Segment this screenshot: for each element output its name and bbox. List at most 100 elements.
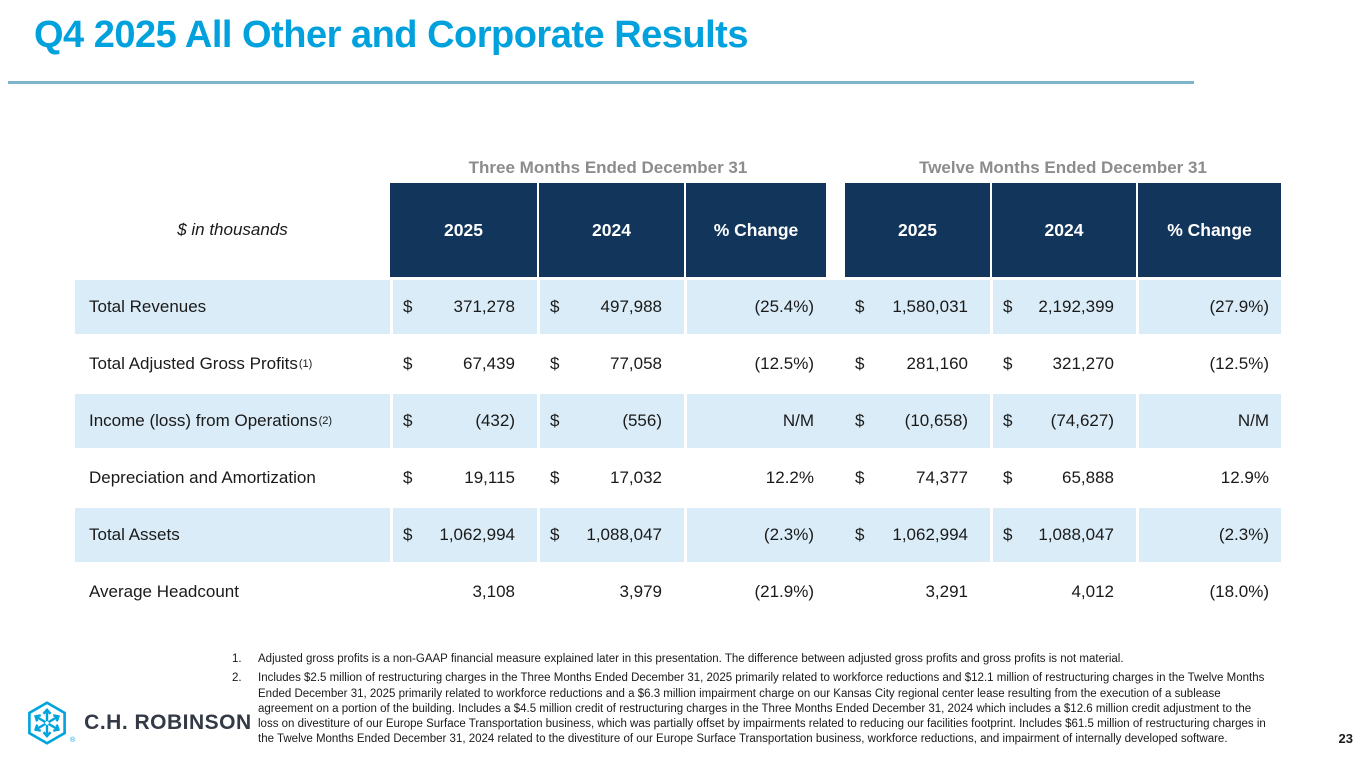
row-label: Total Adjusted Gross Profits (1) <box>89 354 313 373</box>
row-label: Depreciation and Amortization <box>89 468 316 487</box>
row-label: Income (loss) from Operations (2) <box>89 411 333 430</box>
cell-twelve-2025: 3,291 <box>845 565 990 619</box>
footnote-number: 2. <box>232 672 242 685</box>
row-label: Average Headcount <box>89 582 239 601</box>
dollar-sign: $ <box>855 297 865 316</box>
cell-value: 1,088,047 <box>586 525 662 544</box>
table-header-row: $ in thousands 2025 2024 % Change 2025 2… <box>75 183 1281 277</box>
cell-twelve-change: (2.3%) <box>1136 508 1281 562</box>
cell-value: 497,988 <box>600 297 662 316</box>
cell-three-2024: $ (556) <box>537 394 684 448</box>
cell-value: 77,058 <box>610 354 662 373</box>
cell-value: 321,270 <box>1052 354 1114 373</box>
dollar-sign: $ <box>1003 468 1013 487</box>
cell-value: 65,888 <box>1062 468 1114 487</box>
cell-twelve-2024: $65,888 <box>990 451 1136 505</box>
section-gap <box>826 565 845 619</box>
header-three-2024: 2024 <box>537 183 684 277</box>
dollar-sign: $ <box>1003 354 1013 373</box>
cell-three-change: (21.9%) <box>684 565 826 619</box>
table-row-income-loss-operations: Income (loss) from Operations (2) $ (432) … <box>75 394 1281 448</box>
dollar-sign: $ <box>403 354 413 373</box>
cell-twelve-2025: $1,062,994 <box>845 508 990 562</box>
section-gap <box>826 337 845 391</box>
table-row-adjusted-gross-profits: Total Adjusted Gross Profits (1) $67,439 … <box>75 337 1281 391</box>
dollar-sign: $ <box>550 525 560 544</box>
cell-three-2024: 3,979 <box>537 565 684 619</box>
section-title-twelve-months: Twelve Months Ended December 31 <box>919 158 1207 177</box>
cell-twelve-change: (18.0%) <box>1136 565 1281 619</box>
logo-wordmark: C.H. ROBINSON <box>84 711 252 734</box>
results-table: $ in thousands 2025 2024 % Change 2025 2… <box>75 183 1281 619</box>
dollar-sign: $ <box>1003 411 1013 430</box>
cell-three-2024: $1,088,047 <box>537 508 684 562</box>
unit-label: $ in thousands <box>177 220 288 239</box>
header-twelve-change: % Change <box>1136 183 1281 277</box>
cell-value: 17,032 <box>610 468 662 487</box>
dollar-sign: $ <box>1003 297 1013 316</box>
cell-value: 1,062,994 <box>439 525 515 544</box>
cell-three-2024: $497,988 <box>537 280 684 334</box>
cell-value: 19,115 <box>464 468 515 487</box>
footnote-number: 1. <box>232 653 242 665</box>
footnote-2: 2. Includes $2.5 million of restructurin… <box>232 671 1272 747</box>
cell-three-change: N/M <box>684 394 826 448</box>
cell-value: 2,192,399 <box>1038 297 1114 316</box>
footnotes: 1. Adjusted gross profits is a non-GAAP … <box>232 652 1272 752</box>
page-title: Q4 2025 All Other and Corporate Results <box>34 14 748 56</box>
cell-three-2025: $ (432) <box>390 394 537 448</box>
cell-twelve-2025: $74,377 <box>845 451 990 505</box>
cell-twelve-2024: $ (74,627) <box>990 394 1136 448</box>
company-logo: ® C.H. ROBINSON <box>25 700 252 746</box>
cell-value: 67,439 <box>463 354 515 373</box>
dollar-sign: $ <box>1003 525 1013 544</box>
section-gap <box>826 394 845 448</box>
footnote-text: Includes $2.5 million of restructuring c… <box>258 672 1266 746</box>
cell-value: 1,580,031 <box>892 297 968 316</box>
section-gap <box>826 183 845 277</box>
cell-value: 281,160 <box>906 354 968 373</box>
dollar-sign: $ <box>403 297 413 316</box>
cell-value: (74,627) <box>1050 411 1114 430</box>
dollar-sign: $ <box>550 468 560 487</box>
dollar-sign: $ <box>855 354 865 373</box>
cell-value: 371,278 <box>453 297 515 316</box>
section-gap <box>826 451 845 505</box>
page-number: 23 <box>1338 731 1353 746</box>
cell-twelve-2024: $1,088,047 <box>990 508 1136 562</box>
cell-twelve-2024: 4,012 <box>990 565 1136 619</box>
table-row-average-headcount: Average Headcount 3,108 3,979 (21.9%) 3,… <box>75 565 1281 619</box>
dollar-sign: $ <box>403 411 413 430</box>
cell-twelve-2024: $2,192,399 <box>990 280 1136 334</box>
cell-three-change: (12.5%) <box>684 337 826 391</box>
cell-three-2025: $1,062,994 <box>390 508 537 562</box>
cell-value: (432) <box>475 411 515 430</box>
section-gap <box>826 508 845 562</box>
dollar-sign: $ <box>403 468 413 487</box>
dollar-sign: $ <box>855 525 865 544</box>
table-row-total-assets: Total Assets $1,062,994 $1,088,047 (2.3%… <box>75 508 1281 562</box>
cell-value: 3,291 <box>925 582 968 601</box>
header-three-change: % Change <box>684 183 826 277</box>
cell-twelve-2025: $ (10,658) <box>845 394 990 448</box>
cell-twelve-change: (27.9%) <box>1136 280 1281 334</box>
section-gap <box>826 280 845 334</box>
dollar-sign: $ <box>403 525 413 544</box>
cell-value: 1,088,047 <box>1038 525 1114 544</box>
header-twelve-2025: 2025 <box>845 183 990 277</box>
title-divider <box>8 81 1194 84</box>
cell-three-2025: $371,278 <box>390 280 537 334</box>
cell-twelve-change: (12.5%) <box>1136 337 1281 391</box>
cell-twelve-2025: $1,580,031 <box>845 280 990 334</box>
cell-three-change: (25.4%) <box>684 280 826 334</box>
cell-twelve-change: 12.9% <box>1136 451 1281 505</box>
cell-value: (10,658) <box>904 411 968 430</box>
footnote-text: Adjusted gross profits is a non-GAAP fin… <box>258 653 1124 665</box>
cell-three-2024: $77,058 <box>537 337 684 391</box>
registered-mark: ® <box>70 737 76 744</box>
cell-three-2025: $67,439 <box>390 337 537 391</box>
cell-three-change: 12.2% <box>684 451 826 505</box>
table-row-depreciation-amortization: Depreciation and Amortization $19,115 $1… <box>75 451 1281 505</box>
cell-value: 3,108 <box>472 582 515 601</box>
cell-twelve-2024: $321,270 <box>990 337 1136 391</box>
